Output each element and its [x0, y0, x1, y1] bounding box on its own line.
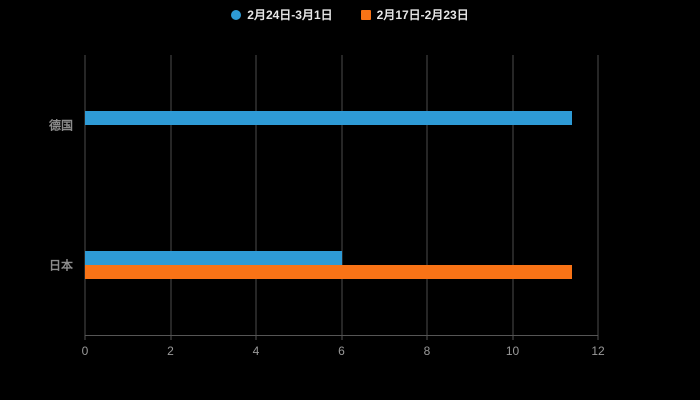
chart-legend: 2月24日-3月1日 2月17日-2月23日	[0, 6, 700, 23]
bar-series1-德国	[85, 111, 573, 125]
x-axis-tick-label: 10	[505, 344, 520, 358]
bar-series2-日本	[85, 265, 573, 279]
x-axis-tick	[512, 335, 513, 340]
x-axis-tick-label: 2	[167, 344, 174, 358]
x-axis-tick	[597, 335, 599, 340]
x-axis-tick	[170, 335, 171, 340]
gridline	[255, 55, 257, 335]
gridline	[341, 55, 342, 335]
x-axis-tick-label: 8	[423, 344, 431, 358]
x-axis-tick-label: 12	[591, 344, 605, 358]
y-axis-category-label: 德国	[48, 118, 73, 133]
legend-label-series2: 2月17日-2月23日	[376, 8, 469, 22]
legend-label-series1: 2月24日-3月1日	[247, 8, 333, 22]
x-axis-tick	[341, 335, 342, 340]
gridline	[597, 55, 599, 335]
gridline	[84, 55, 86, 335]
x-axis-tick	[255, 335, 257, 340]
series2-marker-icon	[360, 9, 371, 20]
legend-item-series1[interactable]: 2月24日-3月1日	[231, 6, 333, 23]
y-axis-category-label: 日本	[48, 258, 73, 273]
x-axis-tick	[84, 335, 86, 340]
series1-marker-icon	[231, 9, 242, 20]
legend-item-series2[interactable]: 2月17日-2月23日	[360, 6, 469, 23]
x-axis-tick	[426, 335, 428, 340]
gridline	[512, 55, 513, 335]
x-axis-tick-label: 6	[338, 344, 345, 358]
bar-series1-日本	[85, 251, 342, 265]
x-axis-tick-label: 4	[252, 344, 260, 358]
gridline	[426, 55, 428, 335]
gridline	[170, 55, 171, 335]
plot-area: 0 2 4 6 8 10 12 德国日本	[49, 55, 605, 358]
x-axis-tick-label: 0	[81, 344, 89, 358]
